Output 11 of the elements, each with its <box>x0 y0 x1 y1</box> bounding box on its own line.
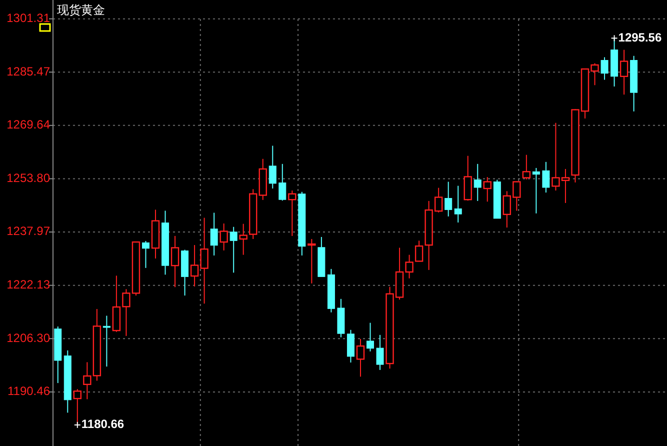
y-tick-label: 1206.30 <box>6 330 50 345</box>
y-tick-label: 1222.13 <box>6 278 50 292</box>
y-tick-label: 1190.46 <box>8 384 50 398</box>
y-tick-label: 1237.97 <box>6 224 50 238</box>
annotation: 1295.56 <box>618 30 662 44</box>
y-tick-label: 1301.31 <box>6 10 50 25</box>
chart-title: 现货黄金 <box>57 3 105 18</box>
y-tick-label: 1285.47 <box>6 64 50 78</box>
annotation: 1180.66 <box>81 417 124 432</box>
y-tick-label: 1253.80 <box>6 170 50 185</box>
y-tick-label: 1269.64 <box>6 118 50 132</box>
